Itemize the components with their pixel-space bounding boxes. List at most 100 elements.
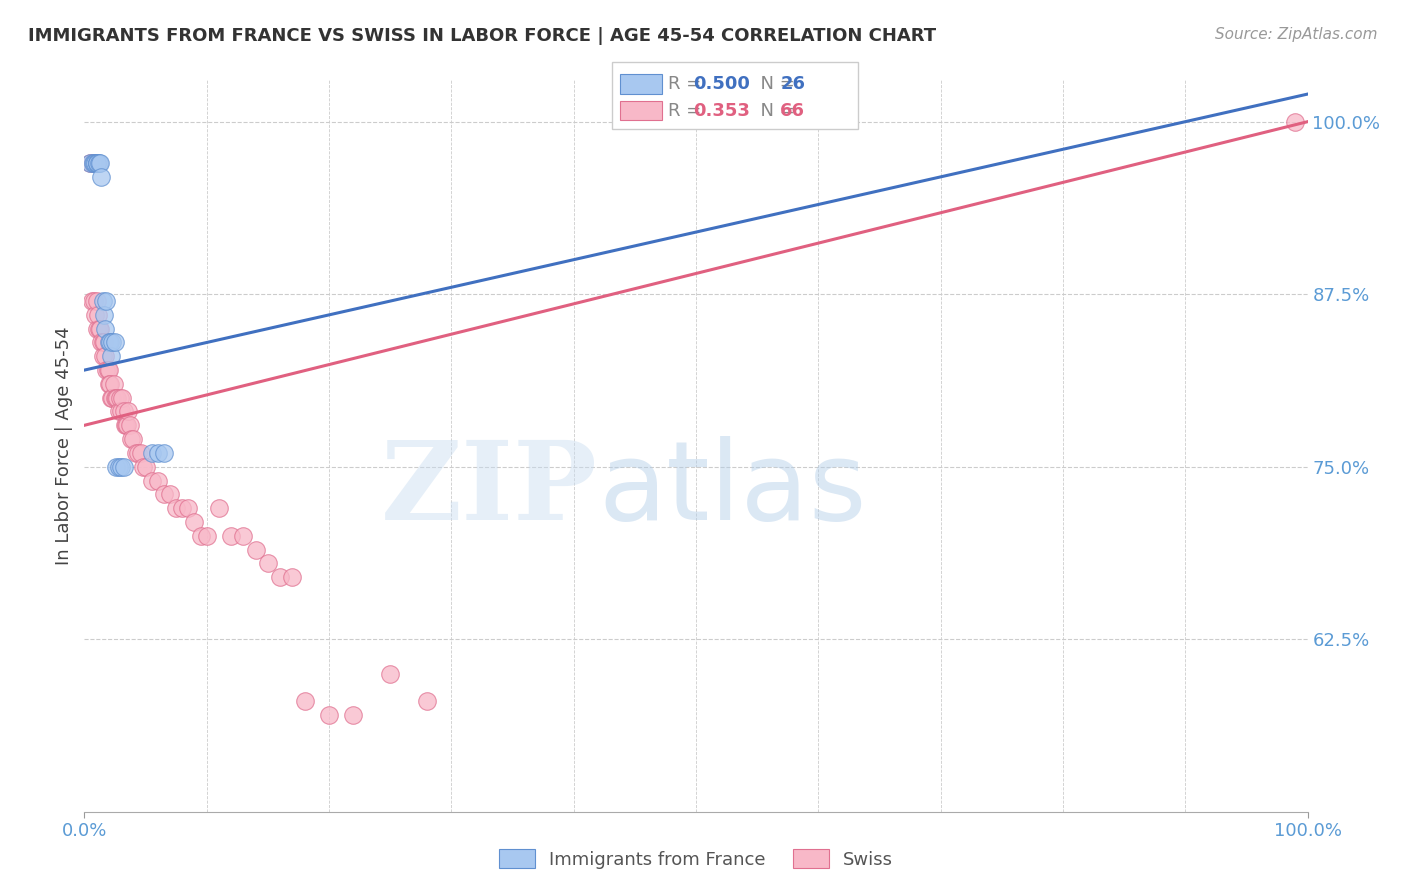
Point [172, 501, 194, 516]
Point [115, 418, 138, 433]
Point [135, 459, 157, 474]
Text: 26: 26 [780, 75, 806, 93]
Point [108, 391, 131, 405]
Point [104, 335, 127, 350]
Point [97, 363, 120, 377]
Point [177, 501, 200, 516]
Point [318, 708, 340, 723]
Text: atlas: atlas [598, 436, 866, 543]
Point [79, 156, 101, 170]
Point [89, 321, 111, 335]
Text: 66: 66 [780, 102, 806, 120]
Point [294, 694, 316, 708]
Point [117, 404, 139, 418]
Point [110, 459, 132, 474]
Point [110, 404, 132, 418]
Point [219, 529, 242, 543]
Point [97, 376, 120, 391]
Point [120, 432, 142, 446]
Point [93, 308, 115, 322]
Point [82, 156, 104, 170]
Point [84, 156, 107, 170]
Point [183, 515, 205, 529]
Point [90, 335, 112, 350]
Point [112, 459, 135, 474]
Point [84, 308, 107, 322]
Point [257, 557, 280, 571]
Point [269, 570, 291, 584]
Point [94, 321, 117, 335]
Point [122, 432, 145, 446]
Text: N =: N = [749, 102, 801, 120]
Point [80, 294, 103, 309]
Legend: Immigrants from France, Swiss: Immigrants from France, Swiss [492, 842, 900, 876]
Text: N =: N = [749, 75, 801, 93]
Point [86, 156, 108, 170]
Point [93, 335, 115, 350]
Point [96, 294, 118, 309]
Point [82, 156, 104, 170]
Point [190, 529, 212, 543]
Point [86, 156, 108, 170]
Point [111, 391, 134, 405]
Point [129, 446, 152, 460]
Point [165, 501, 187, 516]
Point [380, 666, 402, 681]
Point [91, 335, 114, 350]
Point [100, 349, 122, 363]
Point [146, 474, 169, 488]
Point [103, 376, 125, 391]
Point [87, 308, 110, 322]
Point [91, 294, 114, 309]
Point [281, 570, 304, 584]
Point [87, 156, 110, 170]
Text: 0.500: 0.500 [693, 75, 749, 93]
Point [115, 418, 138, 433]
Point [105, 391, 128, 405]
Point [105, 391, 128, 405]
Point [87, 321, 110, 335]
Point [90, 169, 112, 184]
Point [94, 349, 117, 363]
Point [96, 363, 118, 377]
Point [114, 418, 136, 433]
Text: R =: R = [668, 102, 707, 120]
Point [83, 294, 105, 309]
Point [153, 487, 176, 501]
Point [105, 459, 128, 474]
Point [1284, 114, 1306, 128]
Point [86, 294, 108, 309]
Point [208, 501, 231, 516]
Y-axis label: In Labor Force | Age 45-54: In Labor Force | Age 45-54 [55, 326, 73, 566]
Point [127, 446, 149, 460]
Point [83, 156, 105, 170]
Point [112, 404, 135, 418]
Point [107, 404, 129, 418]
Point [132, 459, 155, 474]
Point [125, 446, 148, 460]
Point [101, 391, 124, 405]
Point [104, 391, 127, 405]
Point [98, 376, 121, 391]
Text: IMMIGRANTS FROM FRANCE VS SWISS IN LABOR FORCE | AGE 45-54 CORRELATION CHART: IMMIGRANTS FROM FRANCE VS SWISS IN LABOR… [28, 27, 936, 45]
Point [86, 321, 108, 335]
Text: Source: ZipAtlas.com: Source: ZipAtlas.com [1215, 27, 1378, 42]
Point [118, 418, 141, 433]
Point [97, 363, 120, 377]
Point [101, 335, 124, 350]
Point [141, 446, 163, 460]
Point [245, 542, 267, 557]
Text: R =: R = [668, 75, 707, 93]
Point [100, 391, 122, 405]
Text: 0.353: 0.353 [693, 102, 749, 120]
Point [86, 156, 108, 170]
Point [416, 694, 439, 708]
Point [159, 487, 181, 501]
Point [107, 459, 129, 474]
Point [195, 529, 218, 543]
Point [98, 335, 121, 350]
Point [89, 156, 111, 170]
Point [141, 474, 163, 488]
Point [342, 708, 364, 723]
Point [79, 156, 101, 170]
